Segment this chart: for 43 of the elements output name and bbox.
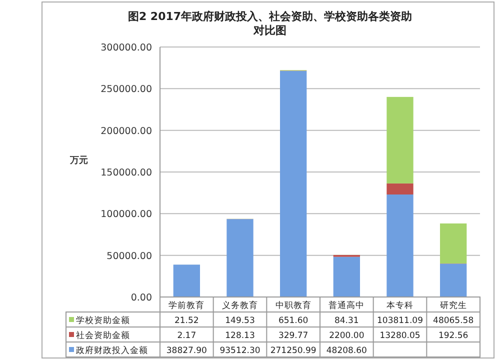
data-label: 103811.09 [377, 316, 423, 326]
y-tick-label: 300000.00 [100, 42, 152, 54]
data-label: 21.52 [174, 316, 199, 326]
data-label: 329.77 [278, 331, 308, 341]
x-tick-label: 普通高中 [328, 300, 365, 311]
legend-label: 学校资助金额 [76, 315, 130, 326]
y-axis-title: 万元 [69, 155, 88, 166]
data-label: 13280.05 [380, 331, 420, 341]
x-tick-label: 学前教育 [168, 300, 205, 311]
data-label: 38827.90 [166, 346, 207, 356]
y-tick-label: 0.00 [130, 292, 152, 304]
bar [386, 183, 414, 194]
x-tick-label: 中职教育 [275, 300, 312, 311]
data-label: 48065.58 [433, 316, 474, 326]
bar [226, 219, 254, 297]
legend-label: 政府财政投入金额 [76, 345, 148, 356]
bar [440, 264, 467, 297]
y-tick-label: 100000.00 [100, 209, 152, 220]
data-label: 192.56 [438, 331, 468, 341]
bar [333, 256, 360, 297]
data-label: 128.13 [225, 331, 255, 341]
data-label: 48208.60 [326, 346, 367, 356]
data-label: 271250.99 [270, 346, 316, 356]
bar [280, 70, 307, 297]
data-label: 149.53 [225, 316, 255, 326]
data-label: 2200.00 [329, 331, 364, 341]
bar [386, 194, 414, 297]
y-tick-label: 250000.00 [100, 84, 152, 96]
legend-label: 社会资助金额 [76, 330, 130, 341]
data-label: 651.60 [278, 316, 308, 326]
x-tick-label: 义务教育 [222, 300, 258, 311]
y-tick-label: 200000.00 [100, 126, 152, 137]
bar [386, 96, 414, 184]
chart-title: 图2 2017年政府财政投入、社会资助、学校资助各类资助对比图 [128, 10, 412, 37]
data-label: 93512.30 [220, 346, 260, 356]
x-tick-label: 研究生 [440, 300, 467, 311]
y-tick-label: 50000.00 [106, 250, 152, 262]
x-tick-label: 本专科 [386, 300, 414, 311]
data-label: 2.17 [177, 331, 196, 341]
data-label: 84.31 [334, 316, 359, 326]
bar [173, 264, 200, 297]
bar [440, 223, 467, 264]
y-tick-label: 150000.00 [100, 168, 152, 178]
